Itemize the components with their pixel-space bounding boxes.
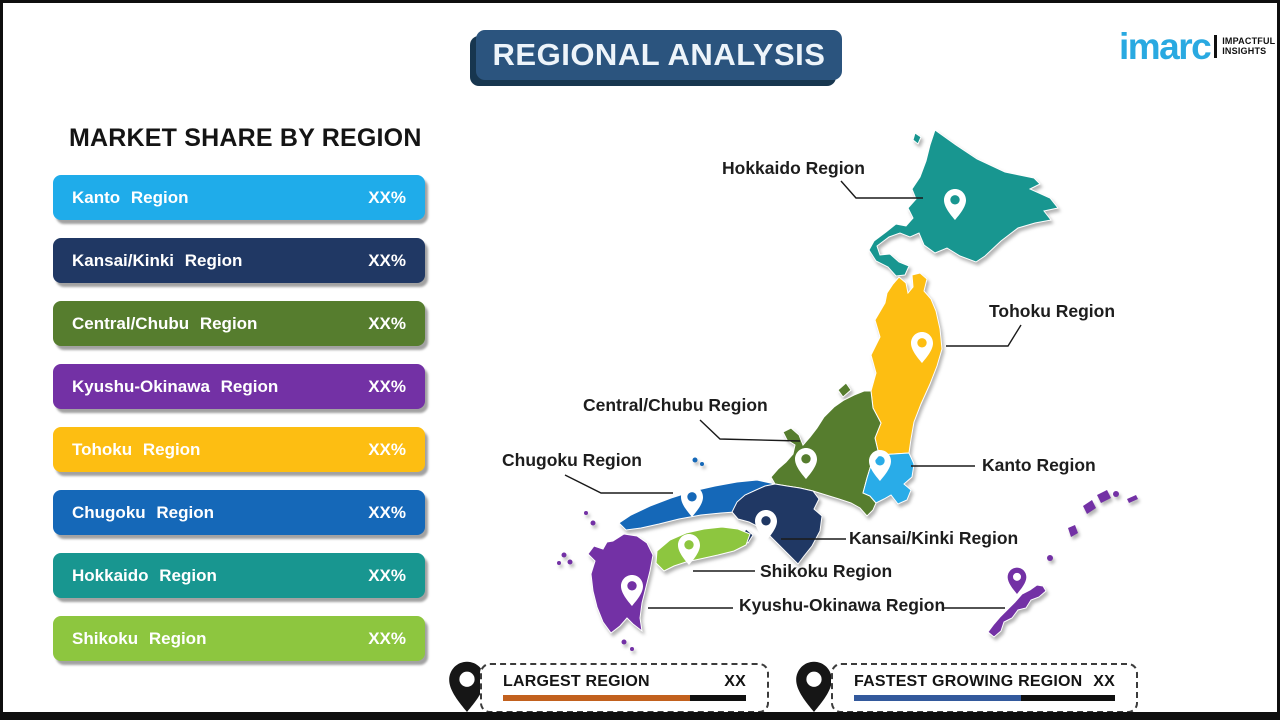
- title-banner: REGIONAL ANALYSIS: [476, 30, 842, 80]
- map-label-kanto: Kanto Region: [982, 455, 1096, 475]
- share-bar-chugoku: Chugoku Region XX%: [53, 490, 425, 535]
- map-region-kansai-kinki: [731, 483, 823, 565]
- map-island-okinawa-islet: [1097, 490, 1111, 503]
- share-bar-kansai: Kansai/Kinki Region XX%: [53, 238, 425, 283]
- map-region-tohoku: [870, 272, 943, 456]
- map-island-hokkaido-islet: [912, 132, 922, 145]
- share-bar-shikoku: Shikoku Region XX%: [53, 616, 425, 661]
- largest-region-label: LARGEST REGION: [503, 673, 650, 690]
- share-bar-kyushu: Kyushu-Okinawa Region XX%: [53, 364, 425, 409]
- connector-central: [699, 419, 801, 442]
- map-region-shikoku: [655, 526, 751, 572]
- map-island-oki: [700, 462, 704, 466]
- fastest-growing-pin-icon: [796, 661, 832, 712]
- japan-map: [557, 129, 1138, 651]
- region-value: XX%: [368, 628, 406, 648]
- fastest-growing-bar-track: [854, 695, 1115, 701]
- fastest-growing-value: XX: [1093, 673, 1115, 690]
- fastest-growing-label: FASTEST GROWING REGION: [854, 673, 1083, 690]
- largest-region-value: XX: [724, 673, 746, 690]
- region-label: Kyushu-Okinawa Region: [72, 376, 279, 396]
- region-label: Shikoku Region: [72, 628, 207, 648]
- map-region-kyushu: [587, 533, 654, 634]
- map-island-iki: [590, 520, 596, 526]
- map-label-shikoku: Shikoku Region: [760, 561, 893, 581]
- largest-region-bar-fill: [503, 695, 691, 701]
- region-label: Kansai/Kinki Region: [72, 250, 243, 270]
- map-island-okinawa-main: [987, 584, 1047, 638]
- map-pin-okinawa: [1007, 567, 1027, 594]
- logo-brand-text: imarc: [1119, 25, 1212, 67]
- region-value: XX%: [368, 187, 406, 207]
- largest-region-box: LARGEST REGION XX: [480, 663, 769, 712]
- share-bar-tohoku: Tohoku Region XX%: [53, 427, 425, 472]
- connector-chugoku: [564, 474, 673, 494]
- largest-region-bar-track: [503, 695, 746, 701]
- region-label: Chugoku Region: [72, 502, 214, 522]
- region-label: Kanto Region: [72, 187, 189, 207]
- map-island-goto: [557, 561, 561, 565]
- map-island-goto: [561, 552, 567, 558]
- map-label-central-chubu: Central/Chubu Region: [583, 395, 768, 415]
- map-island-okinawa-islet: [1083, 500, 1096, 514]
- fastest-growing-bar-fill: [854, 695, 1022, 701]
- region-value: XX%: [368, 439, 406, 459]
- logo-tagline-line1: IMPACTFUL: [1222, 35, 1276, 46]
- region-value: XX%: [368, 250, 406, 270]
- map-island-tsushima: [584, 511, 588, 515]
- map-island-tanegashima: [621, 639, 627, 645]
- region-label: Hokkaido Region: [72, 565, 217, 585]
- share-bar-kanto: Kanto Region XX%: [53, 175, 425, 220]
- region-value: XX%: [368, 502, 406, 522]
- region-value: XX%: [368, 376, 406, 396]
- map-label-kansai-kinki: Kansai/Kinki Region: [849, 528, 1019, 548]
- map-label-tohoku: Tohoku Region: [989, 301, 1116, 321]
- share-bar-central: Central/Chubu Region XX%: [53, 301, 425, 346]
- map-label-kyushu-okinawa: Kyushu-Okinawa Region: [739, 595, 946, 615]
- logo-tagline: IMPACTFUL INSIGHTS: [1222, 36, 1275, 57]
- connector-hokkaido: [840, 180, 923, 199]
- map-island-okinawa-islet: [1047, 555, 1053, 561]
- logo-tagline-line2: INSIGHTS: [1222, 46, 1267, 56]
- region-label: Tohoku Region: [72, 439, 201, 459]
- logo-divider: [1214, 34, 1218, 58]
- imarc-logo: imarc IMPACTFUL INSIGHTS: [1119, 25, 1275, 67]
- map-island-okinawa-islet: [1113, 491, 1119, 497]
- map-island-sado: [837, 382, 852, 398]
- map-island-okinawa-islet: [1127, 495, 1138, 503]
- market-share-list: Kanto Region XX% Kansai/Kinki Region XX%…: [53, 175, 425, 679]
- map-label-chugoku: Chugoku Region: [502, 450, 642, 470]
- map-island-oki: [692, 457, 698, 463]
- map-island-goto: [567, 559, 573, 565]
- map-island-yakushima: [630, 647, 634, 651]
- region-label: Central/Chubu Region: [72, 313, 258, 333]
- fastest-growing-box: FASTEST GROWING REGION XX: [831, 663, 1138, 712]
- region-value: XX%: [368, 565, 406, 585]
- page-title: REGIONAL ANALYSIS: [492, 37, 826, 72]
- market-share-heading: MARKET SHARE BY REGION: [69, 124, 422, 152]
- map-label-hokkaido: Hokkaido Region: [722, 158, 865, 178]
- map-island-okinawa-islet: [1068, 525, 1078, 537]
- share-bar-hokkaido: Hokkaido Region XX%: [53, 553, 425, 598]
- connector-tohoku: [946, 324, 1022, 347]
- region-value: XX%: [368, 313, 406, 333]
